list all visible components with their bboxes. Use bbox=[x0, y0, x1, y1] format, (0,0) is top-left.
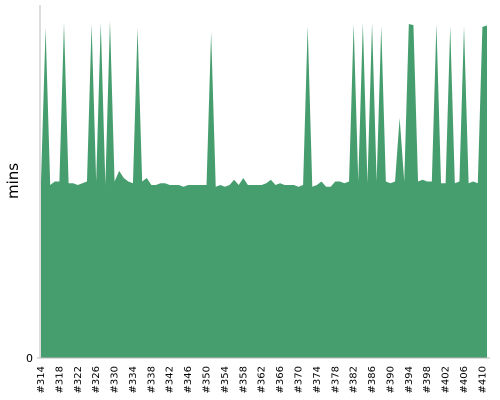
x-tick-label: #386 bbox=[367, 366, 378, 393]
x-tick-label: #362 bbox=[257, 366, 268, 393]
x-tick-label: #354 bbox=[220, 366, 231, 393]
x-tick-label: #314 bbox=[36, 366, 47, 393]
x-tick-label: #322 bbox=[73, 366, 84, 393]
x-tick-label: #398 bbox=[422, 366, 433, 393]
x-tick-label: #318 bbox=[54, 366, 65, 393]
x-tick-label: #358 bbox=[238, 366, 249, 393]
x-tick-label: #330 bbox=[110, 366, 121, 393]
x-tick-label: #326 bbox=[91, 366, 102, 393]
x-tick-label: #338 bbox=[146, 366, 157, 393]
x-tick-label: #382 bbox=[349, 366, 360, 393]
x-tick-label: #366 bbox=[275, 366, 286, 393]
x-tick-label: #350 bbox=[202, 366, 213, 393]
x-tick-label: #394 bbox=[404, 366, 415, 393]
x-tick-label: #390 bbox=[385, 366, 396, 393]
x-tick-label: #374 bbox=[312, 366, 323, 393]
y-tick-label: 0 bbox=[26, 352, 33, 365]
x-tick-label: #346 bbox=[183, 366, 194, 393]
x-tick-label: #334 bbox=[128, 366, 139, 393]
x-tick-label: #410 bbox=[477, 366, 488, 393]
x-tick-label: #378 bbox=[330, 366, 341, 393]
x-tick-label: #402 bbox=[441, 366, 452, 393]
y-axis-label: mins bbox=[4, 163, 22, 199]
x-tick-label: #370 bbox=[293, 366, 304, 393]
x-tick-label: #342 bbox=[165, 366, 176, 393]
area bbox=[41, 20, 487, 358]
x-tick-label: #406 bbox=[459, 366, 470, 393]
